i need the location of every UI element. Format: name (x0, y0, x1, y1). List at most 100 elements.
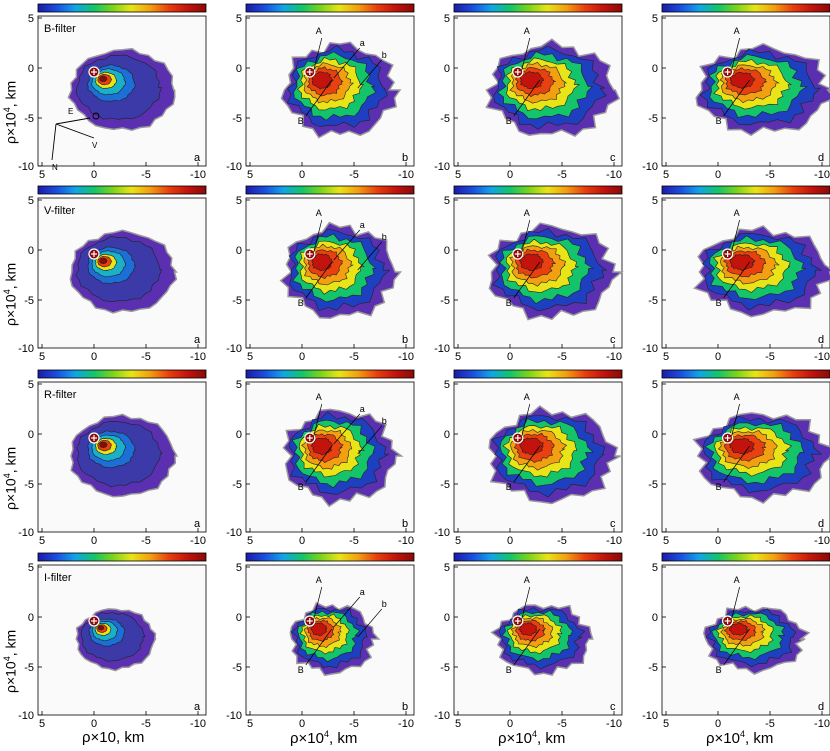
y-tick-label: -5 (648, 295, 658, 307)
y-tick-label: -5 (648, 662, 658, 674)
image-panel: 5 0 -5 -10 5 0 -5 -10 V-filter a (18, 185, 216, 364)
x-tick-label: 0 (91, 351, 97, 363)
annotation-b: b (382, 599, 387, 609)
annotation-B: B (298, 482, 304, 492)
annotation-lines (305, 219, 383, 299)
colorbar (453, 552, 623, 562)
colorbar (245, 3, 415, 13)
compass-arrows (51, 112, 100, 161)
x-tick-label: -5 (557, 718, 567, 730)
panel-svg: 5 0 -5 -10 5 0 -5 -10 A Ba b b (226, 185, 415, 363)
x-tick-label: -10 (814, 351, 830, 363)
colorbar (453, 369, 623, 379)
x-tick-label: 0 (715, 169, 721, 181)
x-tick-label: 5 (663, 351, 669, 363)
coma-contour (519, 437, 544, 456)
y-tick-label: 0 (28, 612, 34, 624)
coma-contour (310, 622, 328, 637)
y-tick-label: 5 (652, 13, 658, 25)
x-tick-label: 0 (299, 718, 305, 730)
x-tick-label: -5 (557, 351, 567, 363)
y-axis-label: ρ×104, km (2, 446, 19, 510)
annotation-B: B (506, 116, 512, 126)
annotation-B: B (298, 298, 304, 308)
y-tick-label: 5 (652, 562, 658, 574)
y-tick-label: -5 (24, 113, 34, 125)
x-axis-label: ρ×104, km (706, 729, 774, 747)
annotation-A: A (524, 392, 530, 402)
x-tick-label: -10 (606, 535, 622, 547)
filter-label: B-filter (44, 23, 76, 35)
colorbar (453, 185, 623, 195)
panel-letter: a (194, 334, 201, 346)
x-tick-label: 0 (299, 169, 305, 181)
y-tick-label: -10 (434, 527, 450, 539)
coma-contour (729, 254, 756, 271)
x-tick-label: 0 (91, 169, 97, 181)
y-tick-label: -10 (642, 161, 658, 173)
y-tick-label: 5 (236, 195, 242, 207)
image-panel: 5 0 -5 -10 5 0 -5 -10 I-filter a (18, 552, 216, 731)
x-tick-label: -5 (765, 535, 775, 547)
annotation-A: A (734, 575, 740, 585)
annotation-lines (723, 219, 750, 299)
y-tick-label: -5 (232, 479, 242, 491)
x-tick-label: 5 (663, 718, 669, 730)
colorbar (245, 369, 415, 379)
x-tick-label: 0 (715, 718, 721, 730)
x-tick-label: -5 (765, 718, 775, 730)
filter-label: R-filter (44, 389, 77, 401)
x-tick-label: 5 (39, 169, 45, 181)
y-tick-label: -5 (440, 113, 450, 125)
y-tick-label: -10 (434, 343, 450, 355)
x-tick-label: -10 (814, 169, 830, 181)
compass-label: N (52, 163, 58, 172)
y-tick-label: -10 (18, 710, 34, 722)
y-tick-label: -5 (648, 113, 658, 125)
panel-letter: c (610, 334, 616, 346)
annotation-lines (305, 403, 383, 483)
panel-letter: a (194, 701, 201, 713)
y-tick-label: -5 (648, 479, 658, 491)
panel-svg: 5 0 -5 -10 5 0 -5 -10 A Bc (434, 185, 624, 363)
x-tick-label: 5 (455, 718, 461, 730)
y-tick-label: 5 (236, 379, 242, 391)
coma-contour (518, 253, 544, 272)
annotation-B: B (716, 116, 722, 126)
annotation-B: B (298, 665, 304, 675)
annotation-a: a (360, 38, 365, 48)
y-tick-label: 0 (652, 612, 658, 624)
x-tick-label: 0 (299, 351, 305, 363)
panel-letter: c (610, 701, 616, 713)
annotation-A: A (316, 208, 322, 218)
y-tick-label: 0 (444, 612, 450, 624)
x-tick-label: -10 (606, 718, 622, 730)
y-axis-label: ρ×104, km (2, 629, 19, 693)
annotation-A: A (524, 575, 530, 585)
annotation-b: b (382, 416, 387, 426)
y-tick-label: 5 (236, 562, 242, 574)
x-tick-label: -10 (606, 169, 622, 181)
panel-svg: 5 0 -5 -10 5 0 -5 -10 A Bd (642, 369, 830, 547)
x-tick-label: 5 (663, 535, 669, 547)
annotation-A: A (524, 26, 530, 36)
panel-svg: 5 0 -5 -10 5 0 -5 -10 R-filter a (18, 369, 207, 547)
annotation-B: B (506, 298, 512, 308)
panel-letter: d (818, 152, 824, 164)
x-tick-label: -5 (141, 169, 151, 181)
x-tick-label: 0 (507, 169, 513, 181)
annotation-B: B (716, 298, 722, 308)
y-tick-label: -10 (226, 710, 242, 722)
x-tick-label: 0 (299, 535, 305, 547)
y-tick-label: 5 (28, 562, 34, 574)
panel-letter: a (194, 518, 201, 530)
panel-svg: 5 0 -5 -10 5 0 -5 -10 A Bc (434, 3, 623, 181)
panel-letter: b (402, 334, 408, 346)
